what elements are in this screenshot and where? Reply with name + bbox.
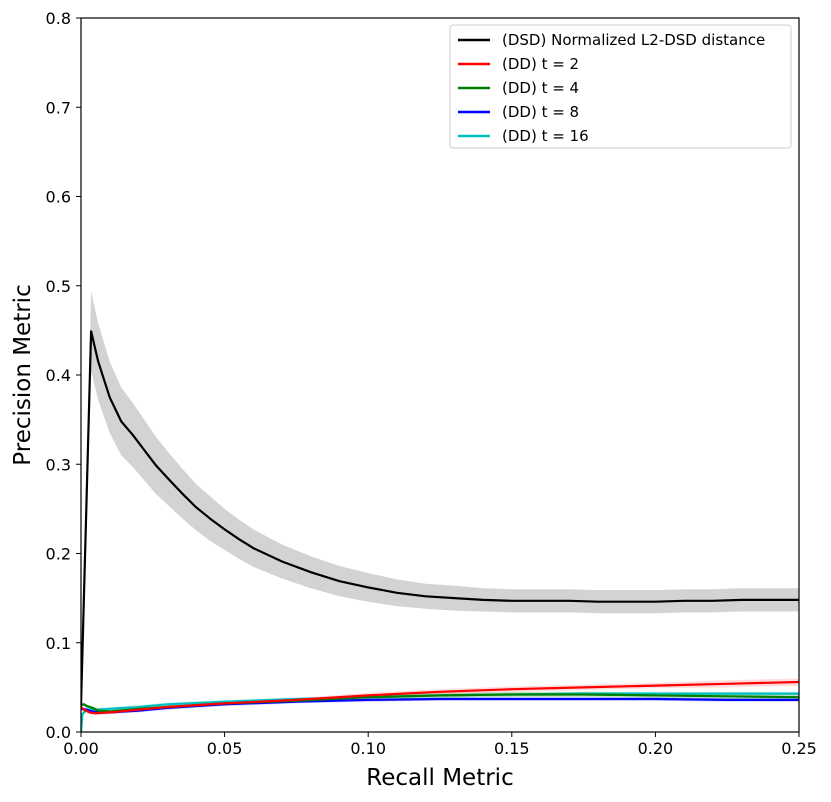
series-2-band: [81, 691, 799, 714]
y-axis-label: Precision Metric: [10, 284, 36, 465]
legend-items: (DSD) Normalized L2-DSD distance (DD) t =…: [458, 31, 765, 145]
x-tick-label: 0.15: [494, 739, 530, 758]
x-axis-ticks: 0.00 0.05 0.10 0.15 0.20 0.25: [63, 732, 817, 758]
legend-label-2: (DD) t = 4: [502, 79, 579, 97]
y-tick-label: 0.2: [46, 545, 71, 564]
y-tick-label: 0.3: [46, 455, 71, 474]
series-4-line: [81, 692, 799, 732]
y-tick-label: 0.7: [46, 98, 71, 117]
series-0-line: [81, 330, 799, 706]
series-1-line: [81, 680, 799, 715]
y-tick-label: 0.8: [46, 9, 71, 28]
legend-box: [449, 24, 792, 149]
y-axis-ticks: 0.0 0.1 0.2 0.3 0.4 0.5 0.6 0.7 0.8: [46, 9, 81, 742]
legend-label-4: (DD) t = 16: [502, 127, 589, 145]
legend-label-1: (DD) t = 2: [502, 55, 579, 73]
x-tick-label: 0.05: [207, 739, 243, 758]
x-tick-label: 0.20: [638, 739, 674, 758]
x-tick-label: 0.10: [350, 739, 386, 758]
y-tick-label: 0.4: [46, 366, 71, 385]
series-lines: [81, 330, 799, 732]
y-tick-label: 0.6: [46, 188, 71, 207]
x-tick-label: 0.00: [63, 739, 99, 758]
y-tick-label: 0.5: [46, 277, 71, 296]
x-tick-label: 0.25: [781, 739, 817, 758]
legend: (DSD) Normalized L2-DSD distance (DD) t =…: [449, 24, 792, 149]
y-tick-label: 0.1: [46, 634, 71, 653]
series-1-band: [81, 678, 799, 715]
legend-label-0: (DSD) Normalized L2-DSD distance: [502, 31, 765, 49]
legend-label-3: (DD) t = 8: [502, 103, 579, 121]
x-axis-label: Recall Metric: [366, 765, 513, 791]
y-tick-label: 0.0: [46, 723, 71, 742]
